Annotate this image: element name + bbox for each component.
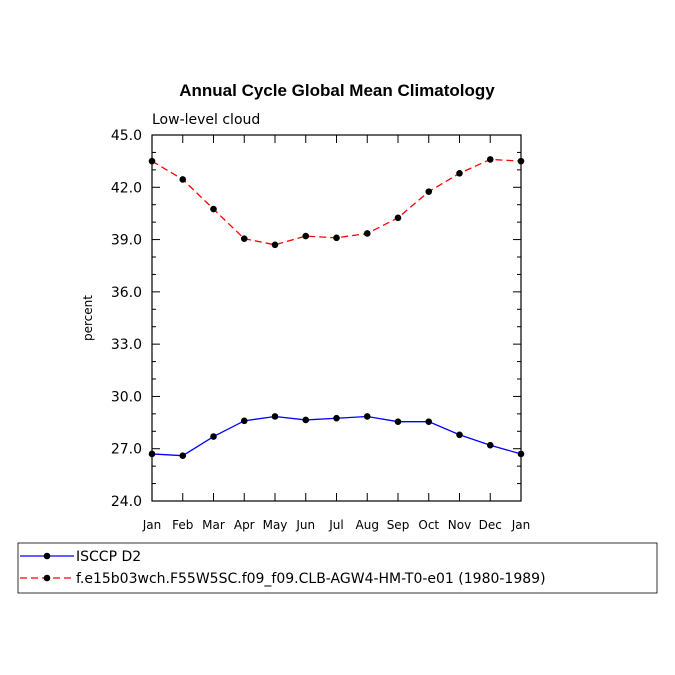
data-point bbox=[425, 188, 433, 195]
x-tick-label: Jul bbox=[328, 518, 343, 532]
data-point bbox=[179, 176, 187, 183]
y-tick-label: 42.0 bbox=[111, 180, 142, 196]
data-point bbox=[456, 431, 463, 439]
y-tick-label: 24.0 bbox=[111, 494, 142, 510]
data-point bbox=[363, 230, 371, 237]
x-tick-label: May bbox=[263, 518, 288, 532]
x-tick-label: Nov bbox=[448, 518, 471, 532]
x-tick-label: Mar bbox=[202, 518, 225, 532]
data-point bbox=[425, 418, 433, 426]
y-tick-label: 45.0 bbox=[111, 128, 142, 144]
y-axis-label: percent bbox=[81, 295, 95, 341]
data-point bbox=[394, 214, 402, 222]
data-point bbox=[210, 205, 217, 213]
data-point bbox=[333, 414, 340, 422]
chart-title: Annual Cycle Global Mean Climatology bbox=[179, 81, 495, 100]
data-point bbox=[240, 235, 248, 242]
series-line-1 bbox=[151, 415, 522, 457]
legend: ISCCP D2 f.e15b03wch.F55W5SC.f09_f09.CLB-… bbox=[17, 542, 658, 594]
data-point bbox=[456, 170, 463, 177]
data-point bbox=[302, 416, 310, 424]
data-point bbox=[517, 450, 525, 458]
plot-area: 24.0 27.0 30.0 33.0 36.0 39.0 42.0 45.0 Jan Feb Ma… bbox=[111, 128, 530, 532]
data-point bbox=[333, 234, 340, 242]
data-point bbox=[210, 433, 217, 440]
data-point bbox=[271, 241, 279, 249]
y-tick-label: 27.0 bbox=[111, 442, 142, 458]
legend-marker-2 bbox=[43, 574, 51, 582]
y-tick-label: 33.0 bbox=[111, 337, 142, 353]
data-point bbox=[363, 413, 371, 420]
x-tick-label: Feb bbox=[172, 518, 193, 532]
data-point bbox=[486, 441, 494, 449]
y-tick-label: 39.0 bbox=[111, 233, 142, 249]
chart-subtitle: Low-level cloud bbox=[152, 112, 260, 128]
legend-label-2: f.e15b03wch.F55W5SC.f09_f09.CLB-AGW4-HM-… bbox=[76, 571, 546, 587]
data-point bbox=[179, 452, 187, 459]
series-line-2 bbox=[151, 158, 522, 246]
legend-label-1: ISCCP D2 bbox=[76, 549, 141, 565]
legend-marker-1 bbox=[43, 552, 51, 560]
y-tick-label: 36.0 bbox=[111, 285, 142, 301]
data-point bbox=[271, 413, 279, 420]
data-point bbox=[148, 450, 156, 458]
data-point bbox=[486, 156, 494, 163]
x-tick-label: Oct bbox=[418, 518, 439, 532]
x-tick-label: Sep bbox=[387, 518, 410, 532]
data-point bbox=[240, 417, 248, 425]
x-tick-label: Jan bbox=[511, 518, 531, 532]
y-tick-label: 30.0 bbox=[111, 389, 142, 405]
x-tick-label: Apr bbox=[234, 518, 255, 532]
x-tick-label: Jan bbox=[142, 518, 162, 532]
data-point bbox=[148, 157, 156, 165]
legend-box bbox=[17, 542, 658, 594]
x-tick-label: Aug bbox=[356, 518, 379, 532]
plot-frame bbox=[151, 134, 522, 502]
data-point bbox=[394, 418, 402, 426]
x-tick-label: Dec bbox=[479, 518, 502, 532]
data-point bbox=[517, 157, 525, 165]
data-point bbox=[302, 232, 310, 240]
x-tick-label: Jun bbox=[295, 518, 315, 532]
